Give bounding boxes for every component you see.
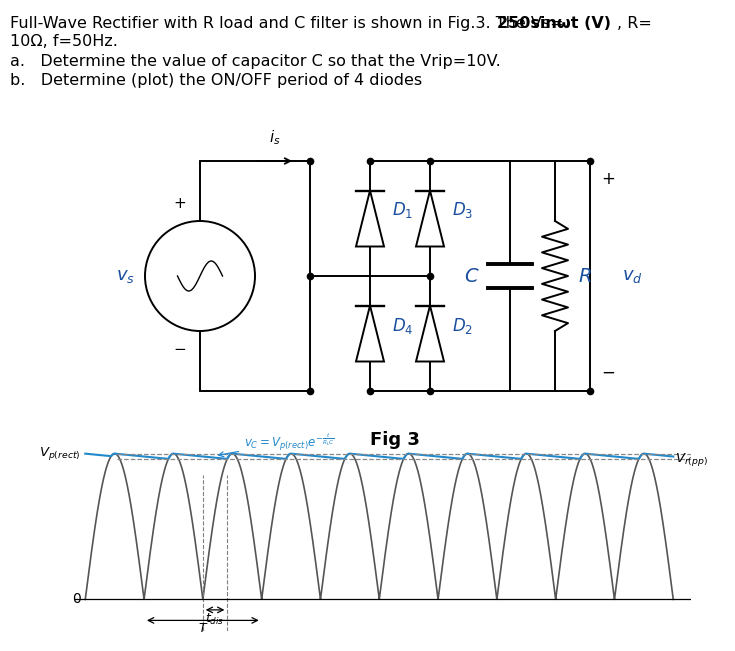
Text: $v_d$: $v_d$ [622,267,642,285]
Text: 10Ω, f=50Hz.: 10Ω, f=50Hz. [10,34,118,49]
Text: $V_{r(pp)}$: $V_{r(pp)}$ [675,451,708,468]
Text: b.   Determine (plot) the ON/OFF period of 4 diodes: b. Determine (plot) the ON/OFF period of… [10,73,422,88]
Text: $t_{dis}$: $t_{dis}$ [206,612,225,627]
Text: 250sinωt (V): 250sinωt (V) [497,16,611,31]
Text: $T$: $T$ [198,622,208,635]
Text: $i_s$: $i_s$ [269,128,281,147]
Text: a.   Determine the value of capacitor C so that the Vrip=10V.: a. Determine the value of capacitor C so… [10,54,501,69]
Text: $v_C = V_{p(rect)}e^{-\frac{t}{R_LC}}$: $v_C = V_{p(rect)}e^{-\frac{t}{R_LC}}$ [219,432,335,456]
Text: $v_s$: $v_s$ [115,267,135,285]
Text: −: − [173,342,187,357]
Text: $D_1$: $D_1$ [392,201,413,221]
Text: $C$: $C$ [465,266,480,286]
Text: $D_4$: $D_4$ [392,316,414,335]
Text: $V_{p(rect)}$: $V_{p(rect)}$ [39,445,81,462]
Text: $D_3$: $D_3$ [452,201,473,221]
Text: $D_2$: $D_2$ [452,316,473,335]
Text: Fig 3: Fig 3 [370,431,420,449]
Text: Full-Wave Rectifier with R load and C filter is shown in Fig.3. The Vs=: Full-Wave Rectifier with R load and C fi… [10,16,564,31]
Text: −: − [601,364,615,382]
Text: +: + [173,195,187,210]
Text: $R$: $R$ [578,266,592,286]
Text: 0: 0 [72,592,81,606]
Text: , R=: , R= [617,16,652,31]
Text: +: + [601,170,615,188]
